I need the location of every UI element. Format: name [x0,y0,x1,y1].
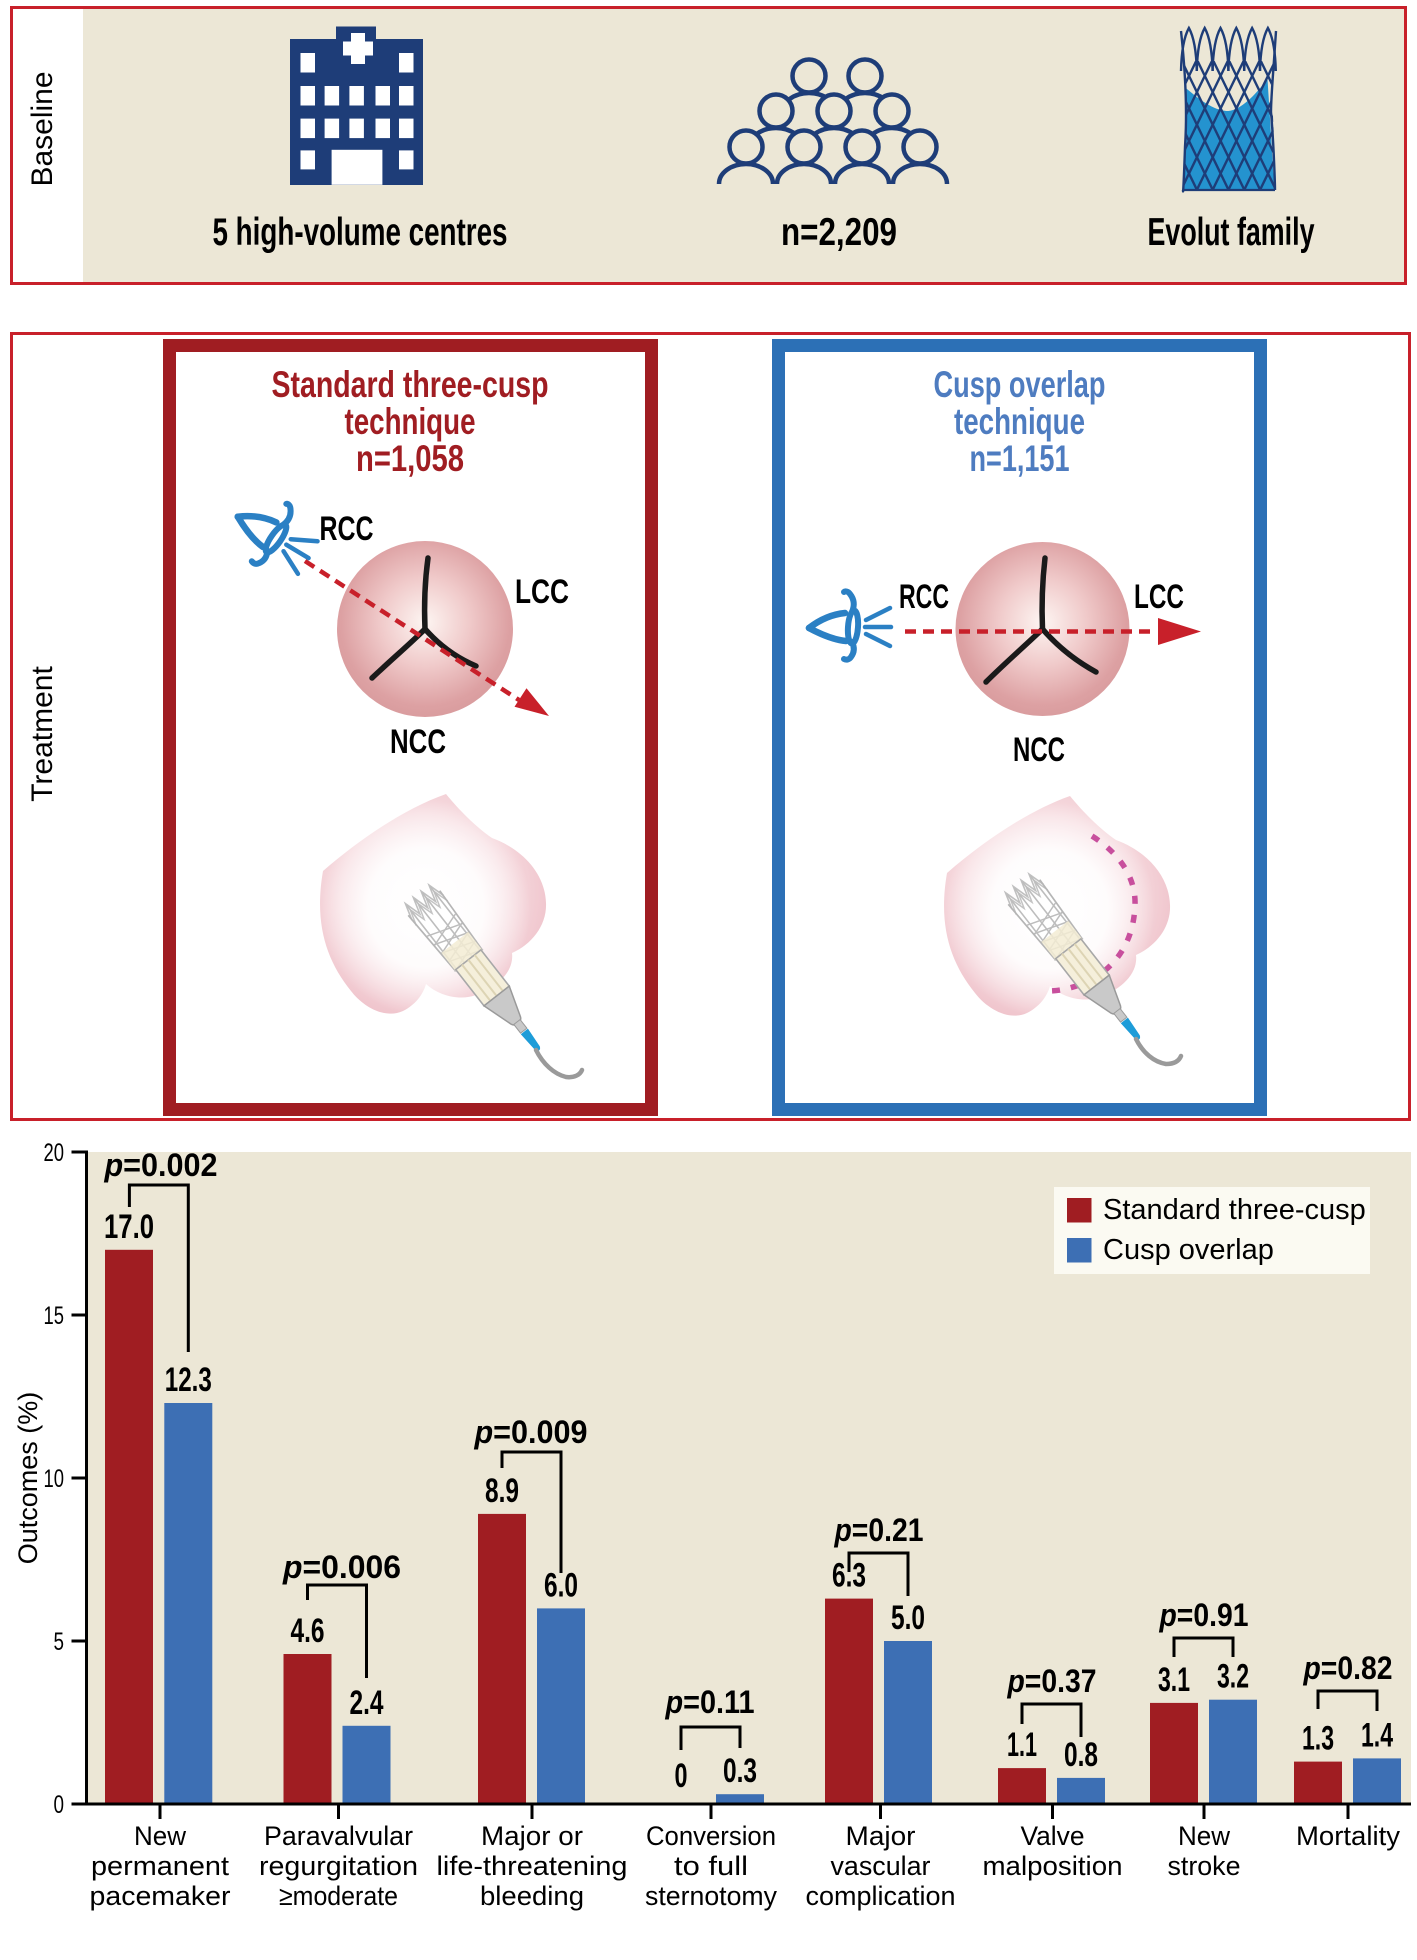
svg-text:5.0: 5.0 [891,1599,925,1637]
svg-text:stroke: stroke [1168,1851,1241,1881]
svg-text:sternotomy: sternotomy [645,1881,777,1911]
svg-text:12.3: 12.3 [165,1361,212,1399]
svg-text:LCC: LCC [1134,578,1184,616]
svg-text:n=1,058: n=1,058 [356,438,464,479]
svg-text:p=0.37: p=0.37 [1007,1663,1097,1699]
svg-text:technique: technique [345,401,476,442]
svg-text:New: New [134,1821,186,1851]
svg-text:Standard three-cusp: Standard three-cusp [272,364,549,405]
svg-text:RCC: RCC [899,578,949,616]
svg-text:n=1,151: n=1,151 [970,438,1070,479]
svg-text:Paravalvular: Paravalvular [264,1821,413,1851]
svg-text:p=0.11: p=0.11 [665,1684,755,1720]
svg-text:bleeding: bleeding [480,1881,584,1911]
svg-text:permanent: permanent [91,1851,230,1881]
svg-text:Conversion: Conversion [646,1821,776,1851]
svg-text:0.3: 0.3 [723,1752,757,1790]
svg-text:p=0.82: p=0.82 [1303,1650,1393,1686]
svg-text:0: 0 [675,1757,688,1795]
svg-text:NCC: NCC [1013,731,1065,769]
svg-text:Outcomes (%): Outcomes (%) [13,1392,43,1565]
svg-text:RCC: RCC [320,510,374,548]
svg-text:2.4: 2.4 [350,1684,384,1722]
svg-text:≥moderate: ≥moderate [279,1881,398,1911]
svg-text:8.9: 8.9 [485,1472,519,1510]
svg-text:regurgitation: regurgitation [259,1851,418,1881]
svg-text:5 high-volume centres: 5 high-volume centres [213,211,508,254]
svg-text:0.8: 0.8 [1064,1736,1098,1774]
svg-text:Treatment: Treatment [26,666,59,802]
svg-text:1.4: 1.4 [1361,1716,1393,1754]
svg-text:Cusp overlap: Cusp overlap [1103,1234,1274,1266]
svg-text:malposition: malposition [983,1851,1123,1881]
svg-text:Standard three-cusp: Standard three-cusp [1103,1194,1366,1226]
svg-text:Cusp overlap: Cusp overlap [934,364,1106,405]
svg-text:Mortality: Mortality [1296,1821,1401,1851]
svg-text:4.6: 4.6 [291,1612,325,1650]
svg-text:Valve: Valve [1021,1821,1085,1851]
svg-text:complication: complication [806,1881,956,1911]
svg-text:NCC: NCC [390,723,446,761]
svg-text:Baseline: Baseline [26,71,59,186]
svg-text:p=0.91: p=0.91 [1159,1597,1249,1633]
svg-text:New: New [1178,1821,1230,1851]
svg-text:3.1: 3.1 [1158,1661,1190,1699]
svg-text:5: 5 [54,1628,65,1656]
svg-text:Evolut family: Evolut family [1148,211,1315,254]
svg-text:technique: technique [954,401,1085,442]
svg-text:20: 20 [44,1139,65,1167]
svg-text:p=0.009: p=0.009 [474,1414,588,1450]
svg-text:p=0.21: p=0.21 [834,1512,924,1548]
svg-text:1.1: 1.1 [1007,1726,1037,1764]
svg-text:to full: to full [674,1851,748,1881]
svg-text:15: 15 [44,1302,65,1330]
svg-text:LCC: LCC [515,573,569,611]
svg-text:n=2,209: n=2,209 [781,211,897,254]
svg-text:17.0: 17.0 [104,1208,154,1246]
svg-text:Major or: Major or [481,1821,583,1851]
svg-text:0: 0 [54,1791,65,1819]
svg-text:life-threatening: life-threatening [437,1851,628,1881]
svg-text:p=0.006: p=0.006 [282,1549,401,1585]
svg-text:1.3: 1.3 [1302,1720,1334,1758]
svg-text:Major: Major [846,1821,916,1851]
svg-text:pacemaker: pacemaker [90,1881,231,1911]
svg-text:10: 10 [44,1465,65,1493]
svg-text:p=0.002: p=0.002 [104,1147,218,1183]
svg-text:vascular: vascular [831,1851,931,1881]
svg-text:3.2: 3.2 [1217,1658,1249,1696]
